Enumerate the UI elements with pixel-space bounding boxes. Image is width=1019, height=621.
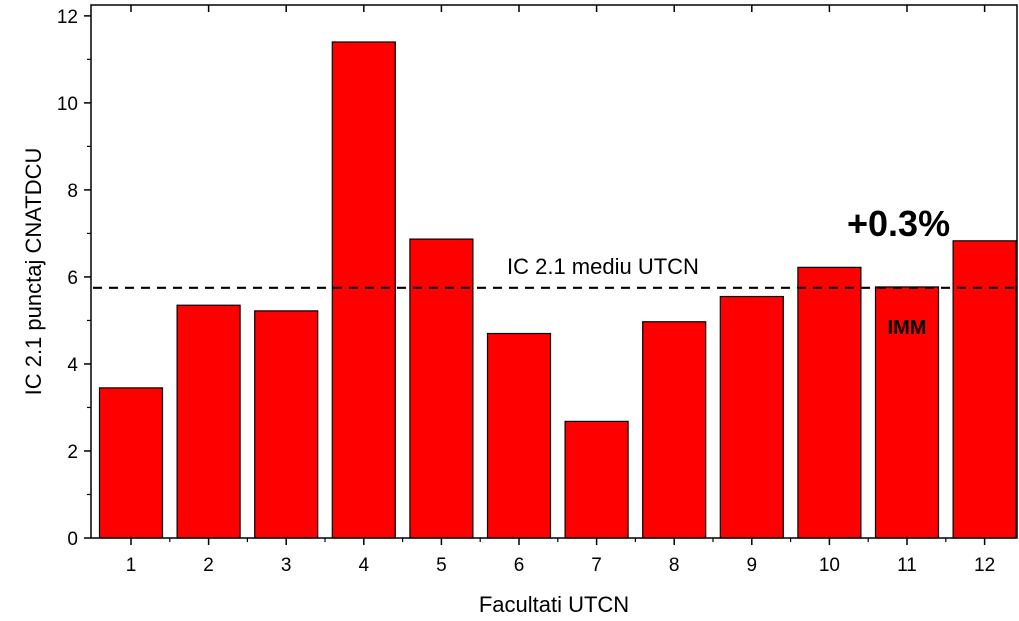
- x-tick-label-12: 12: [974, 555, 995, 576]
- x-tick-label-5: 5: [436, 555, 447, 576]
- bar-annotation-imm: IMM: [888, 317, 927, 339]
- x-tick-label-9: 9: [747, 555, 758, 576]
- reference-line-label: IC 2.1 mediu UTCN: [507, 254, 699, 279]
- x-tick-label-8: 8: [669, 555, 680, 576]
- y-tick-label-6: 6: [67, 268, 78, 289]
- bars-layer: [98, 41, 1017, 539]
- bar-4: [331, 41, 396, 539]
- x-axis-title: Facultati UTCN: [479, 592, 629, 617]
- y-tick-label-12: 12: [57, 7, 78, 28]
- bar-12: [952, 240, 1017, 539]
- bar-2: [176, 304, 241, 539]
- x-tick-label-1: 1: [126, 555, 137, 576]
- bar-7: [564, 420, 629, 539]
- y-tick-label-2: 2: [67, 442, 78, 463]
- y-tick-label-4: 4: [67, 355, 78, 376]
- x-tick-label-6: 6: [514, 555, 525, 576]
- x-tick-label-4: 4: [359, 555, 370, 576]
- x-tick-label-7: 7: [591, 555, 602, 576]
- percent-change-annotation: +0.3%: [847, 203, 950, 244]
- y-axis-title: IC 2.1 punctaj CNATDCU: [21, 148, 46, 396]
- bar-9: [719, 295, 784, 539]
- bar-5: [409, 238, 474, 539]
- x-tick-label-11: 11: [897, 555, 917, 576]
- x-tick-label-2: 2: [203, 555, 214, 576]
- bar-11: [874, 286, 940, 539]
- x-tick-label-10: 10: [819, 555, 840, 576]
- bar-3: [254, 310, 319, 539]
- bar-6: [486, 332, 552, 539]
- y-tick-label-0: 0: [67, 529, 78, 550]
- plot-frame: [90, 4, 1018, 539]
- bar-10: [797, 266, 862, 539]
- y-tick-label-10: 10: [57, 94, 78, 115]
- bar-8: [642, 321, 707, 539]
- y-tick-label-8: 8: [67, 181, 78, 202]
- bar-1: [98, 387, 164, 539]
- x-tick-label-3: 3: [281, 555, 292, 576]
